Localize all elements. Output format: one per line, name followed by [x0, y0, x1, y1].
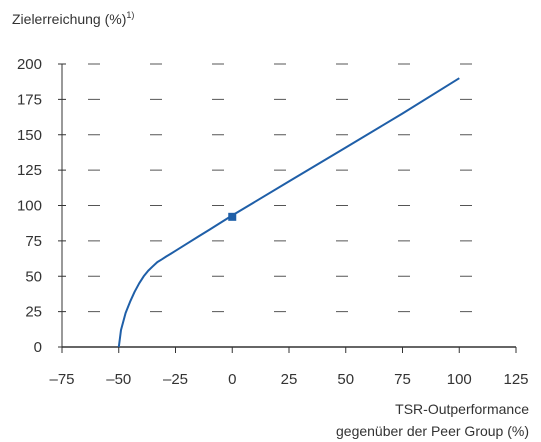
x-tick-label: 0 — [228, 371, 236, 388]
x-tick-label: 25 — [281, 371, 298, 388]
y-tick-label: 25 — [25, 304, 42, 321]
axes — [61, 64, 516, 353]
y-tick-label: 0 — [34, 339, 42, 356]
y-tick-label: 75 — [25, 233, 42, 250]
x-tick-label: –50 — [106, 371, 131, 388]
x-tick-labels: –75 –50 –25 0 25 50 75 100 125 — [49, 347, 529, 388]
y-axis-label: Zielerreichung (%)1) — [12, 10, 135, 27]
x-tick-label: 75 — [394, 371, 411, 388]
x-tick-label: –25 — [163, 371, 188, 388]
grid-lines — [62, 63, 516, 313]
y-tick-label: 150 — [17, 127, 42, 144]
footnote-marker: 1) — [126, 10, 135, 20]
x-tick-label: 100 — [447, 371, 472, 388]
y-tick-label: 175 — [17, 91, 42, 108]
y-tick-label: 100 — [17, 198, 42, 215]
y-tick-label: 200 — [17, 56, 42, 73]
x-tick-label: 125 — [503, 371, 528, 388]
x-axis-label: TSR-Outperformance gegenüber der Peer Gr… — [336, 398, 529, 442]
y-tick-label: 125 — [17, 162, 42, 179]
x-axis-label-line1: TSR-Outperformance — [395, 401, 529, 417]
y-tick-label: 50 — [25, 268, 42, 285]
x-tick-label: –75 — [49, 371, 74, 388]
x-tick-label: 50 — [337, 371, 354, 388]
x-axis-label-line2: gegenüber der Peer Group (%) — [336, 423, 529, 439]
data-marker — [228, 212, 237, 221]
series-line — [117, 77, 460, 348]
y-tick-labels: 0 25 50 75 100 125 150 175 200 — [17, 56, 66, 356]
